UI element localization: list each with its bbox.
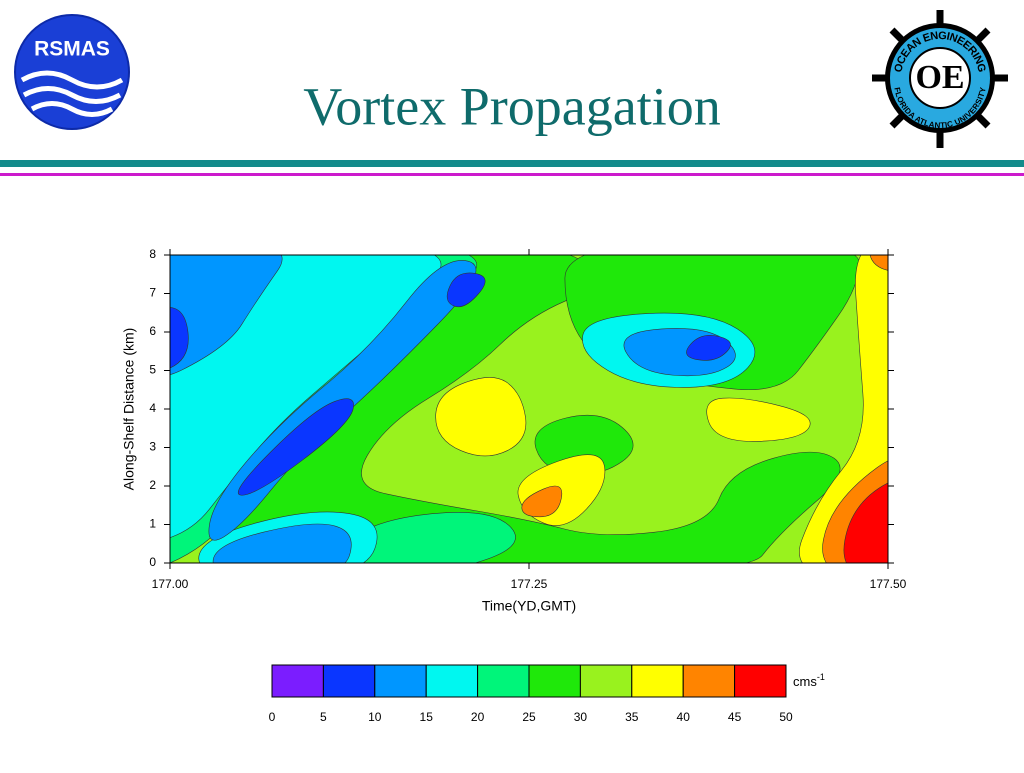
colorbar-label: 35 [625, 710, 639, 724]
contour-region [686, 335, 731, 361]
colorbar-swatch [271, 664, 324, 698]
y-tick-label: 1 [149, 517, 156, 531]
colorbar: 0 5 10 15 20 25 30 35 40 45 50 cms-1 [269, 664, 825, 724]
contour-region [170, 307, 189, 369]
x-tick-label: 177.00 [152, 577, 189, 591]
contour-region [237, 398, 354, 496]
colorbar-swatch [322, 664, 376, 698]
unit-exponent: -1 [817, 672, 825, 682]
rule [0, 160, 1024, 167]
y-tick-label: 4 [149, 401, 156, 415]
x-tick-label: 177.50 [870, 577, 907, 591]
colorbar-label: 50 [779, 710, 793, 724]
y-tick-label: 2 [149, 478, 156, 492]
colorbar-swatch [425, 664, 479, 698]
logo-text: RSMAS [34, 38, 110, 61]
unit-text: cms [793, 674, 817, 689]
colorbar-swatch [374, 664, 427, 698]
rsmas-logo: RSMAS [14, 14, 130, 130]
colorbar-label: 0 [269, 710, 276, 724]
colorbar-label: 5 [320, 710, 327, 724]
colorbar-label: 20 [471, 710, 485, 724]
colorbar-label: 40 [677, 710, 691, 724]
contour-region [212, 523, 352, 563]
y-tick-label: 6 [149, 324, 156, 338]
colorbar-swatch [682, 664, 736, 698]
colorbar-swatch [579, 664, 633, 698]
y-tick-label: 8 [149, 247, 156, 261]
colorbar-swatch [477, 664, 530, 698]
rule [0, 173, 1024, 176]
contour-region [843, 482, 888, 563]
oe-logo: OCEAN ENGINEERING FLORIDA ATLANTIC UNIVE… [872, 10, 1008, 148]
y-tick-label: 7 [149, 286, 156, 300]
contour-plot: 0 1 2 3 4 5 6 7 8 177.00 177.25 177.50 [149, 247, 907, 591]
x-axis-label: Time(YD,GMT) [482, 598, 576, 614]
colorbar-label: 45 [728, 710, 742, 724]
contour-region [446, 272, 486, 308]
colorbar-label: 30 [574, 710, 588, 724]
y-tick-label: 0 [149, 555, 156, 569]
contour-region [521, 485, 563, 518]
colorbar-swatch [528, 664, 581, 698]
contour-region [869, 255, 888, 271]
colorbar-swatch [734, 664, 787, 698]
y-tick-label: 5 [149, 363, 156, 377]
contour-region [170, 255, 283, 375]
colorbar-swatch [631, 664, 684, 698]
colorbar-label: 15 [420, 710, 434, 724]
y-axis-label: Along-Shelf Distance (km) [121, 328, 137, 491]
logo-monogram: OE [915, 59, 964, 96]
x-tick-label: 177.25 [511, 577, 548, 591]
y-tick-label: 3 [149, 440, 156, 454]
slide-title: Vortex Propagation [303, 76, 720, 136]
colorbar-label: 10 [368, 710, 382, 724]
colorbar-unit: cms-1 [793, 672, 825, 689]
colorbar-label: 25 [522, 710, 536, 724]
contour-field [170, 255, 888, 563]
contour-region [435, 377, 527, 457]
contour-region [706, 397, 811, 442]
